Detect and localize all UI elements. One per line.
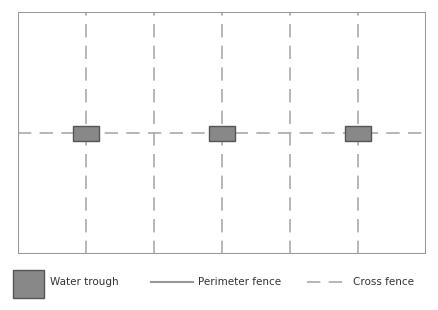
Text: Water trough: Water trough <box>50 277 119 287</box>
Bar <box>73 126 98 140</box>
Text: Cross fence: Cross fence <box>353 277 413 287</box>
Bar <box>208 126 234 140</box>
Text: Perimeter fence: Perimeter fence <box>197 277 280 287</box>
Bar <box>344 126 370 140</box>
